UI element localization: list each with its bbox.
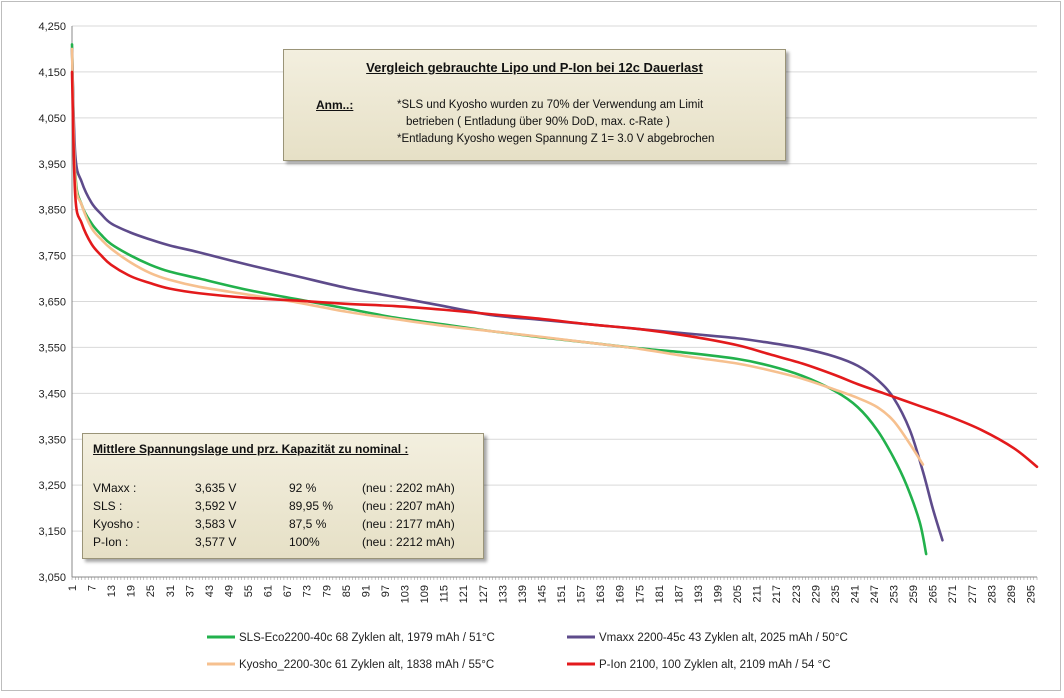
x-tick-label: 103 [400, 585, 412, 603]
x-tick-label: 175 [634, 585, 646, 603]
x-tick-label: 85 [341, 585, 353, 597]
y-tick-label: 3,550 [38, 342, 66, 354]
x-tick-label: 289 [1006, 585, 1018, 603]
x-tick-label: 223 [791, 585, 803, 603]
note-box: Vergleich gebrauchte Lipo und P-Ion bei … [283, 49, 786, 161]
stats-percent: 92 % [289, 481, 317, 495]
x-tick-label: 265 [928, 585, 940, 603]
stats-box: Mittlere Spannungslage und prz. Kapazitä… [82, 433, 484, 559]
x-tick-label: 49 [223, 585, 235, 597]
legend-item-pion: P-Ion 2100, 100 Zyklen alt, 2109 mAh / 5… [599, 659, 831, 671]
x-tick-label: 121 [458, 585, 470, 603]
x-tick-label: 205 [732, 585, 744, 603]
note-label: Anm..: [316, 98, 354, 112]
y-tick-label: 3,250 [38, 480, 66, 492]
note-line-3: *Entladung Kyosho wegen Spannung Z 1= 3.… [397, 133, 715, 145]
y-axis: 4,250 4,150 4,050 3,950 3,850 3,750 3,650 3,550… [38, 21, 73, 584]
x-axis: 1 7 13 19 25 31 37 43 49 55 61 67 73 79 85 91 97 103 109 11… [67, 576, 1037, 603]
x-tick-label: 271 [947, 585, 959, 603]
y-tick-label: 3,350 [38, 434, 66, 446]
note-title: Vergleich gebrauchte Lipo und P-Ion bei … [366, 60, 703, 75]
x-tick-label: 109 [419, 585, 431, 603]
x-tick-label: 73 [302, 585, 314, 597]
x-tick-label: 283 [986, 585, 998, 603]
y-tick-label: 3,150 [38, 526, 66, 538]
stats-percent: 89,95 % [289, 499, 334, 513]
x-tick-label: 139 [517, 585, 529, 603]
y-tick-label: 3,950 [38, 159, 66, 171]
x-tick-label: 127 [478, 585, 490, 603]
x-tick-label: 25 [145, 585, 157, 597]
stats-name: Kyosho : [93, 517, 140, 531]
x-tick-label: 31 [165, 585, 177, 597]
y-tick-label: 3,450 [38, 388, 66, 400]
x-tick-label: 181 [654, 585, 666, 603]
note-line-2: betrieben ( Entladung über 90% DoD, max.… [406, 116, 670, 128]
stats-title: Mittlere Spannungslage und prz. Kapazitä… [93, 442, 409, 456]
x-tick-label: 67 [282, 585, 294, 597]
x-tick-label: 253 [889, 585, 901, 603]
y-tick-label: 3,850 [38, 205, 66, 217]
x-tick-label: 151 [556, 585, 568, 603]
x-tick-label: 199 [713, 585, 725, 603]
x-tick-label: 133 [497, 585, 509, 603]
series-line-kyosho [70, 47, 925, 466]
x-tick-label: 235 [830, 585, 842, 603]
x-tick-label: 295 [1025, 585, 1037, 603]
x-tick-label: 19 [126, 585, 138, 597]
x-tick-label: 211 [752, 585, 764, 603]
stats-voltage: 3,577 V [195, 535, 237, 549]
y-tick-label: 4,150 [38, 67, 66, 79]
stats-voltage: 3,583 V [195, 517, 237, 531]
stats-percent: 100% [289, 535, 320, 549]
x-tick-label: 277 [967, 585, 979, 603]
y-tick-label: 3,750 [38, 251, 66, 263]
x-tick-label: 7 [87, 585, 99, 591]
x-tick-label: 79 [321, 585, 333, 597]
stats-nominal: (neu : 2212 mAh) [362, 535, 455, 549]
y-tick-label: 4,050 [38, 113, 66, 125]
x-tick-label: 37 [184, 585, 196, 597]
x-tick-label: 1 [67, 585, 79, 591]
note-line-1: *SLS und Kyosho wurden zu 70% der Verwen… [397, 99, 704, 111]
stats-nominal: (neu : 2177 mAh) [362, 517, 455, 531]
legend: SLS-Eco2200-40c 68 Zyklen alt, 1979 mAh … [207, 632, 848, 671]
x-tick-label: 91 [360, 585, 372, 597]
stats-voltage: 3,635 V [195, 481, 237, 495]
legend-item-kyosho: Kyosho_2200-30c 61 Zyklen alt, 1838 mAh … [239, 659, 494, 671]
x-tick-label: 115 [439, 585, 451, 603]
x-tick-label: 229 [810, 585, 822, 603]
x-tick-label: 259 [908, 585, 920, 603]
x-tick-label: 169 [615, 585, 627, 603]
stats-nominal: (neu : 2207 mAh) [362, 499, 455, 513]
stats-name: P-Ion : [93, 535, 129, 549]
x-tick-label: 241 [849, 585, 861, 603]
stats-percent: 87,5 % [289, 517, 327, 531]
x-tick-label: 187 [673, 585, 685, 603]
y-tick-label: 3,050 [38, 572, 66, 584]
y-tick-label: 3,650 [38, 297, 66, 309]
x-tick-label: 217 [771, 585, 783, 603]
stats-name: VMaxx : [93, 481, 137, 495]
x-tick-label: 55 [243, 585, 255, 597]
x-tick-label: 43 [204, 585, 216, 597]
x-tick-label: 61 [263, 585, 275, 597]
legend-item-vmaxx: Vmaxx 2200-45c 43 Zyklen alt, 2025 mAh /… [599, 632, 848, 644]
y-tick-label: 4,250 [38, 21, 66, 33]
x-tick-label: 193 [693, 585, 705, 603]
x-tick-label: 97 [380, 585, 392, 597]
stats-nominal: (neu : 2202 mAh) [362, 481, 455, 495]
x-tick-label: 247 [869, 585, 881, 603]
x-tick-label: 145 [536, 585, 548, 603]
x-tick-label: 157 [576, 585, 588, 603]
stats-name: SLS : [93, 499, 123, 513]
x-tick-label: 13 [106, 585, 118, 597]
legend-item-sls: SLS-Eco2200-40c 68 Zyklen alt, 1979 mAh … [239, 632, 495, 644]
stats-voltage: 3,592 V [195, 499, 237, 513]
x-tick-label: 163 [595, 585, 607, 603]
series-layer [70, 43, 1039, 556]
series-line-pion [70, 70, 1039, 469]
